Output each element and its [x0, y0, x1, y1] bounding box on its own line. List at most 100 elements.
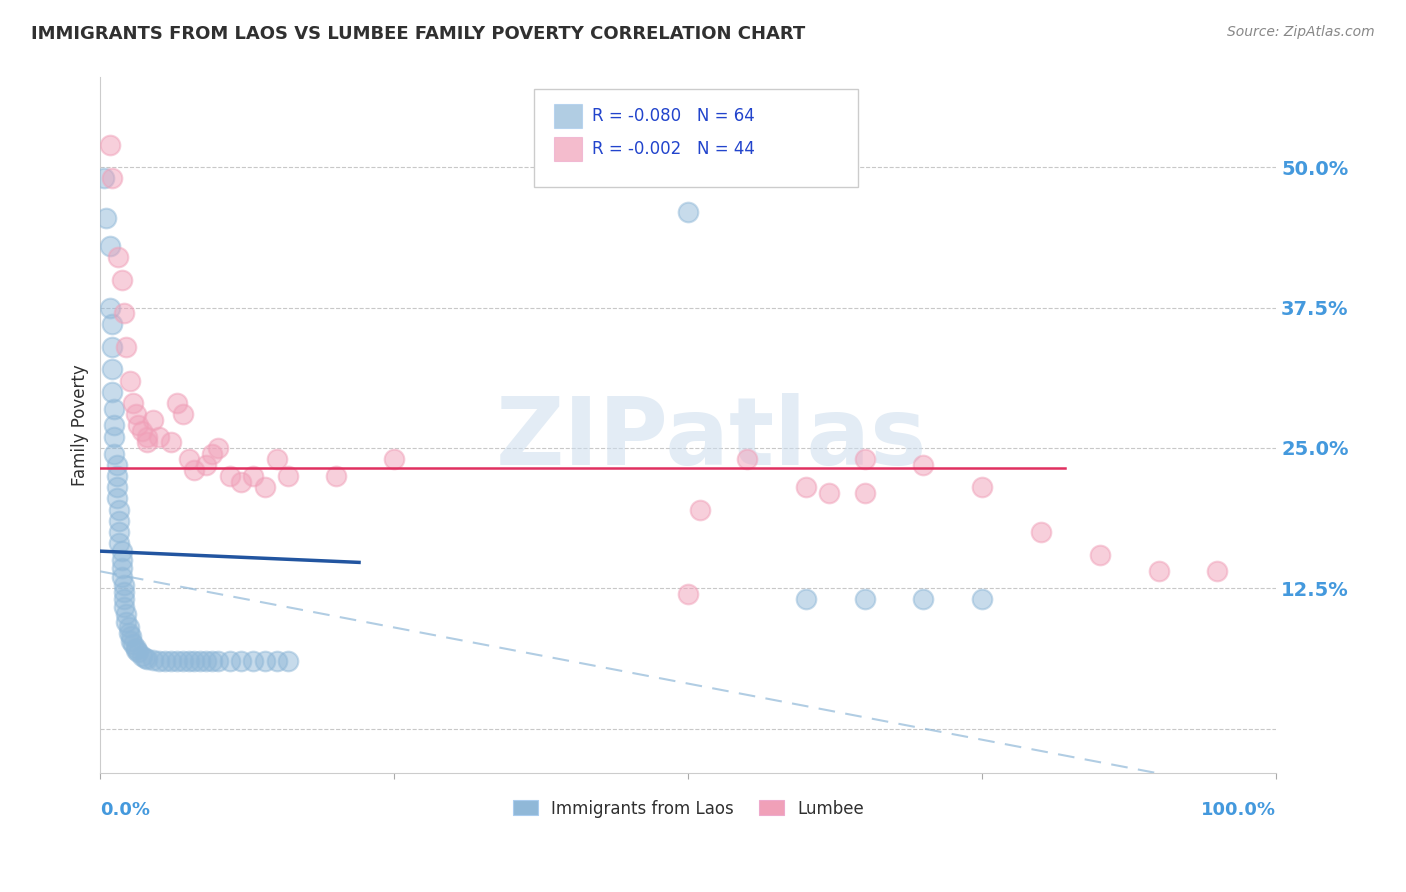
Point [98, 137, 121, 152]
Point [108, 536, 131, 550]
Text: ZIPatlas: ZIPatlas [496, 393, 928, 485]
Point [172, 407, 194, 421]
Point [105, 480, 128, 494]
Point [122, 637, 145, 651]
Point [96, 211, 118, 225]
Point [160, 435, 183, 450]
Point [115, 340, 138, 354]
Point [853, 452, 876, 467]
Text: Source: ZipAtlas.com: Source: ZipAtlas.com [1227, 25, 1375, 39]
Point [127, 418, 149, 433]
Point [195, 654, 218, 668]
Point [231, 654, 253, 668]
Point [105, 491, 128, 506]
Point [818, 485, 841, 500]
Point [153, 654, 176, 668]
Point [112, 578, 135, 592]
Point [231, 475, 253, 489]
Point [108, 514, 131, 528]
Point [794, 480, 817, 494]
Point [972, 480, 994, 494]
Point [103, 401, 125, 416]
Point [110, 553, 132, 567]
Point [134, 650, 156, 665]
Point [131, 648, 153, 663]
Point [201, 654, 224, 668]
Point [101, 362, 124, 376]
Point [124, 640, 146, 655]
Point [207, 654, 229, 668]
Point [1147, 565, 1170, 579]
Point [105, 458, 128, 472]
Point [124, 643, 146, 657]
Point [115, 607, 138, 621]
Point [105, 469, 128, 483]
Point [120, 634, 142, 648]
Point [382, 452, 405, 467]
Point [112, 592, 135, 607]
Point [912, 458, 935, 472]
Point [103, 446, 125, 460]
Point [266, 452, 288, 467]
Point [853, 485, 876, 500]
Point [195, 458, 218, 472]
Point [177, 654, 200, 668]
Point [148, 654, 170, 668]
Point [1088, 548, 1111, 562]
Point [172, 654, 194, 668]
Point [131, 424, 153, 438]
Point [103, 430, 125, 444]
Point [118, 374, 141, 388]
Point [188, 654, 211, 668]
Point [124, 407, 146, 421]
Point [142, 653, 165, 667]
Point [103, 418, 125, 433]
Point [117, 620, 139, 634]
Point [689, 502, 711, 516]
Point [218, 469, 240, 483]
Point [201, 446, 224, 460]
Text: 100.0%: 100.0% [1201, 802, 1277, 820]
Point [678, 205, 700, 219]
Point [735, 452, 758, 467]
Point [112, 306, 135, 320]
Point [242, 469, 264, 483]
Point [101, 318, 124, 332]
Text: R = -0.080   N = 64: R = -0.080 N = 64 [592, 107, 755, 125]
Point [101, 384, 124, 399]
Text: R = -0.002   N = 44: R = -0.002 N = 44 [592, 140, 755, 158]
Point [136, 652, 159, 666]
Point [277, 654, 299, 668]
Point [207, 441, 229, 455]
Point [110, 272, 132, 286]
Point [678, 587, 700, 601]
Point [98, 301, 121, 315]
Point [218, 654, 240, 668]
Point [112, 584, 135, 599]
Text: IMMIGRANTS FROM LAOS VS LUMBEE FAMILY POVERTY CORRELATION CHART: IMMIGRANTS FROM LAOS VS LUMBEE FAMILY PO… [31, 25, 806, 43]
Point [93, 171, 115, 186]
Legend: Immigrants from Laos, Lumbee: Immigrants from Laos, Lumbee [506, 793, 870, 824]
Point [148, 430, 170, 444]
Point [325, 469, 347, 483]
Point [853, 592, 876, 607]
Point [253, 654, 276, 668]
Point [107, 250, 129, 264]
Point [142, 413, 165, 427]
Point [277, 469, 299, 483]
Point [1206, 565, 1229, 579]
Point [117, 626, 139, 640]
Point [101, 171, 124, 186]
Point [166, 396, 188, 410]
Point [112, 600, 135, 615]
Point [122, 396, 145, 410]
Y-axis label: Family Poverty: Family Poverty [72, 365, 89, 486]
Point [110, 544, 132, 558]
Point [160, 654, 183, 668]
Point [110, 561, 132, 575]
Point [166, 654, 188, 668]
Point [183, 654, 205, 668]
Point [127, 645, 149, 659]
Point [1029, 525, 1052, 540]
Point [108, 525, 131, 540]
